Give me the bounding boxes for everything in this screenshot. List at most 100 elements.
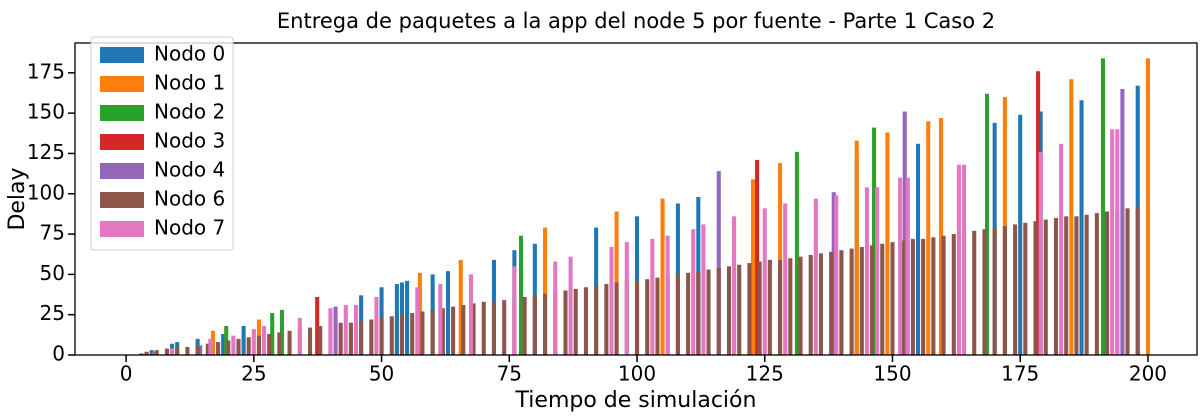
bar xyxy=(1069,79,1074,356)
bar xyxy=(794,151,799,355)
bar xyxy=(287,330,292,355)
bar xyxy=(1084,214,1089,355)
legend-label: Nodo 7 xyxy=(154,216,225,240)
bar xyxy=(1135,206,1140,355)
bar xyxy=(318,325,323,355)
bar xyxy=(778,259,783,355)
legend-label: Nodo 6 xyxy=(154,187,225,211)
bar xyxy=(818,253,823,355)
bar xyxy=(604,284,609,355)
bar xyxy=(984,93,990,355)
bar xyxy=(880,243,885,355)
bar xyxy=(198,345,203,355)
y-tick-label: 125 xyxy=(27,140,65,164)
bar xyxy=(1120,88,1125,355)
bar xyxy=(307,327,313,355)
y-axis-label: Delay xyxy=(5,167,30,230)
bar xyxy=(645,279,650,355)
bar xyxy=(650,238,655,355)
bar xyxy=(798,256,803,355)
bar xyxy=(208,338,213,355)
bar xyxy=(624,242,629,355)
bar xyxy=(982,229,987,355)
bar xyxy=(328,308,333,355)
bar xyxy=(405,280,410,355)
bar xyxy=(813,198,818,355)
bar xyxy=(910,238,915,355)
chart-title: Entrega de paquetes a la app del node 5 … xyxy=(277,9,995,33)
bar xyxy=(297,317,302,355)
bar xyxy=(859,246,864,355)
bar xyxy=(333,306,338,355)
bar xyxy=(394,284,399,355)
legend-swatch xyxy=(100,163,144,179)
bar xyxy=(716,267,721,355)
bar xyxy=(185,346,190,355)
bar xyxy=(750,179,756,355)
legend-swatch xyxy=(100,134,144,150)
bar xyxy=(210,330,215,355)
x-tick-label: 75 xyxy=(497,362,522,386)
bar xyxy=(875,187,880,355)
bar xyxy=(417,272,422,355)
x-tick-label: 175 xyxy=(1001,362,1039,386)
bar xyxy=(921,238,926,355)
bar xyxy=(905,177,910,355)
bar xyxy=(152,351,157,355)
bar xyxy=(438,284,443,355)
bar xyxy=(1053,217,1059,355)
bar xyxy=(543,293,548,355)
bar xyxy=(343,305,348,355)
bar xyxy=(267,334,272,355)
bar xyxy=(951,234,956,355)
bar xyxy=(696,271,701,355)
x-tick-label: 25 xyxy=(241,362,266,386)
legend-swatch xyxy=(100,192,144,208)
bar xyxy=(1145,58,1150,355)
bar xyxy=(1125,208,1130,355)
bar xyxy=(481,301,486,355)
y-tick-label: 75 xyxy=(40,221,65,245)
bar xyxy=(941,235,946,355)
y-tick-label: 50 xyxy=(40,261,65,285)
y-tick-label: 25 xyxy=(40,301,65,325)
bar xyxy=(170,348,175,355)
bar xyxy=(1036,71,1041,356)
bar xyxy=(1079,100,1084,355)
bar xyxy=(854,140,859,355)
legend-swatch xyxy=(100,221,144,237)
bar xyxy=(518,235,524,355)
legend-label: Nodo 4 xyxy=(154,158,225,182)
bar xyxy=(420,311,425,355)
bar xyxy=(839,250,844,355)
bar xyxy=(415,287,420,355)
bar xyxy=(277,332,282,355)
bar xyxy=(732,216,737,355)
bar xyxy=(915,143,921,355)
bar xyxy=(553,261,558,355)
bar xyxy=(353,305,359,355)
bar xyxy=(956,164,961,355)
bar xyxy=(931,237,936,355)
bar xyxy=(961,164,967,355)
y-tick-label: 175 xyxy=(27,59,65,83)
bar xyxy=(568,256,573,355)
bar xyxy=(563,290,568,355)
x-tick-label: 150 xyxy=(873,362,911,386)
bar xyxy=(502,300,507,355)
bar xyxy=(902,111,907,355)
bar xyxy=(139,353,144,355)
bar xyxy=(890,242,895,355)
bar xyxy=(430,309,435,355)
bar xyxy=(221,334,226,355)
bar xyxy=(726,266,732,355)
bar xyxy=(594,285,599,355)
bar xyxy=(262,325,267,355)
x-tick-label: 0 xyxy=(120,362,133,386)
bar xyxy=(701,224,706,355)
bar xyxy=(440,308,445,355)
bar xyxy=(468,274,474,355)
bar xyxy=(251,329,256,355)
bar xyxy=(445,271,451,355)
